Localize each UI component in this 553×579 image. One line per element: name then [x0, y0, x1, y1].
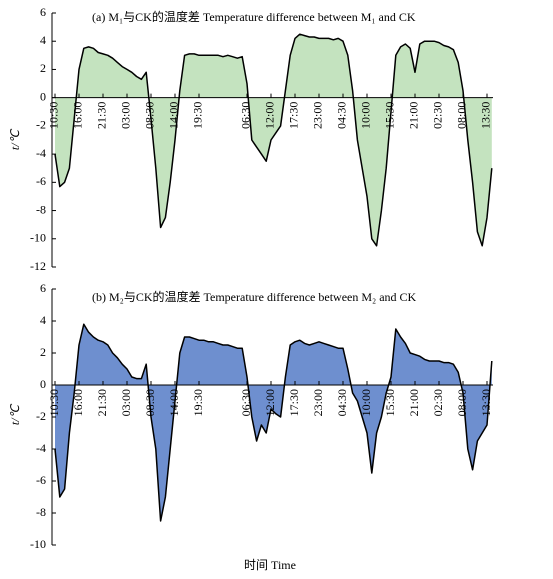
x-tick-label: 10:00: [359, 102, 373, 129]
y-tick-label: -6: [36, 174, 46, 188]
line: [54, 323, 493, 522]
y-tick-label: -8: [36, 505, 46, 519]
x-tick-label: 04:30: [335, 389, 349, 416]
x-tick-label: 21:00: [407, 389, 421, 416]
y-tick-label: -10: [30, 537, 46, 551]
y-tick-label: 2: [40, 61, 46, 75]
chart-title: (a) M₁与CK的温度差 Temperature difference bet…: [92, 9, 416, 24]
x-tick-label: 08:30: [143, 102, 157, 129]
y-tick-label: 4: [40, 33, 46, 47]
area: [55, 34, 492, 246]
x-axis-label: 时间 Time: [244, 558, 296, 572]
x-tick-label: 06:30: [239, 102, 253, 129]
x-tick-label: 10:00: [359, 389, 373, 416]
x-tick-label: 12:00: [263, 389, 277, 416]
y-tick-label: 0: [40, 377, 46, 391]
y-tick-label: 6: [40, 281, 46, 295]
area: [55, 324, 492, 521]
x-tick-label: 08:30: [143, 389, 157, 416]
x-tick-label: 14:00: [167, 102, 181, 129]
x-tick-label: 13:30: [479, 389, 493, 416]
x-tick-label: 04:30: [335, 102, 349, 129]
x-tick-label: 08:00: [455, 389, 469, 416]
x-tick-label: 12:00: [263, 102, 277, 129]
line: [54, 33, 493, 247]
x-tick-label: 02:30: [431, 102, 445, 129]
x-tick-label: 08:00: [455, 102, 469, 129]
y-tick-label: -2: [36, 409, 46, 423]
x-tick-label: 16:00: [71, 389, 85, 416]
y-tick-label: -6: [36, 473, 46, 487]
y-tick-label: 6: [40, 5, 46, 19]
x-tick-label: 15:30: [383, 102, 397, 129]
y-axis-label: t/℃: [8, 403, 22, 425]
x-tick-label: 10:30: [47, 389, 61, 416]
x-tick-label: 19:30: [191, 102, 205, 129]
x-tick-label: 21:30: [95, 102, 109, 129]
y-tick-label: -8: [36, 202, 46, 216]
x-tick-label: 19:30: [191, 389, 205, 416]
x-tick-label: 21:00: [407, 102, 421, 129]
x-tick-label: 16:00: [71, 102, 85, 129]
x-tick-label: 06:30: [239, 389, 253, 416]
y-tick-label: -4: [36, 146, 46, 160]
x-tick-label: 13:30: [479, 102, 493, 129]
x-tick-label: 17:30: [287, 102, 301, 129]
x-tick-label: 02:30: [431, 389, 445, 416]
x-tick-label: 15:30: [383, 389, 397, 416]
y-tick-label: -10: [30, 231, 46, 245]
y-tick-label: -4: [36, 441, 46, 455]
x-tick-label: 03:00: [119, 389, 133, 416]
chart-title: (b) M₂与CK的温度差 Temperature difference bet…: [92, 289, 417, 304]
y-tick-label: 0: [40, 89, 46, 103]
x-tick-label: 03:00: [119, 102, 133, 129]
x-tick-label: 23:00: [311, 389, 325, 416]
y-tick-label: -2: [36, 118, 46, 132]
x-tick-label: 23:00: [311, 102, 325, 129]
x-tick-label: 10:30: [47, 102, 61, 129]
y-tick-label: -12: [30, 259, 46, 273]
x-tick-label: 21:30: [95, 389, 109, 416]
y-tick-label: 4: [40, 313, 46, 327]
x-tick-label: 17:30: [287, 389, 301, 416]
y-tick-label: 2: [40, 345, 46, 359]
x-tick-label: 14:00: [167, 389, 181, 416]
y-axis-label: t/℃: [8, 128, 22, 150]
